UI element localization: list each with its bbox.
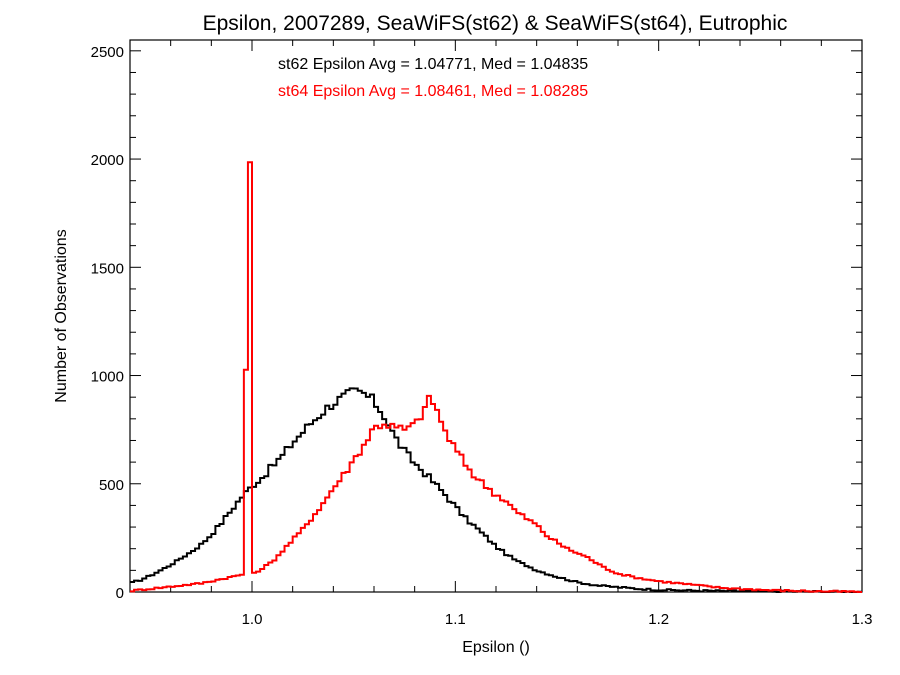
x-tick-label: 1.3 [852, 611, 873, 628]
plot-border [129, 39, 863, 593]
annotation-st64: st64 Epsilon Avg = 1.08461, Med = 1.0828… [278, 83, 588, 100]
x-tick-label: 1.2 [648, 611, 669, 628]
plot-frame [129, 39, 863, 593]
y-tick-label: 1000 [91, 369, 124, 386]
x-axis-label: Epsilon () [462, 639, 530, 656]
series-line-0 [130, 387, 862, 593]
y-axis-label: Number of Observations [53, 229, 70, 402]
axis-tick-labels: 1.0 1.1 1.2 1.3 0 500 1000 1500 2000 2500 [91, 44, 873, 628]
x-tick-label: 1.0 [242, 611, 263, 628]
axis-ticks [129, 40, 863, 593]
chart-title: Epsilon, 2007289, SeaWiFS(st62) & SeaWiF… [203, 12, 788, 35]
y-tick-label: 0 [116, 585, 124, 602]
y-tick-label: 2000 [91, 152, 124, 169]
series-layer [130, 161, 862, 593]
x-tick-label: 1.1 [445, 611, 466, 628]
y-tick-label: 500 [99, 477, 124, 494]
y-tick-label: 2500 [91, 44, 124, 61]
annotation-st62: st62 Epsilon Avg = 1.04771, Med = 1.0483… [278, 56, 588, 73]
y-tick-label: 1500 [91, 260, 124, 277]
series-line-1 [130, 161, 862, 593]
